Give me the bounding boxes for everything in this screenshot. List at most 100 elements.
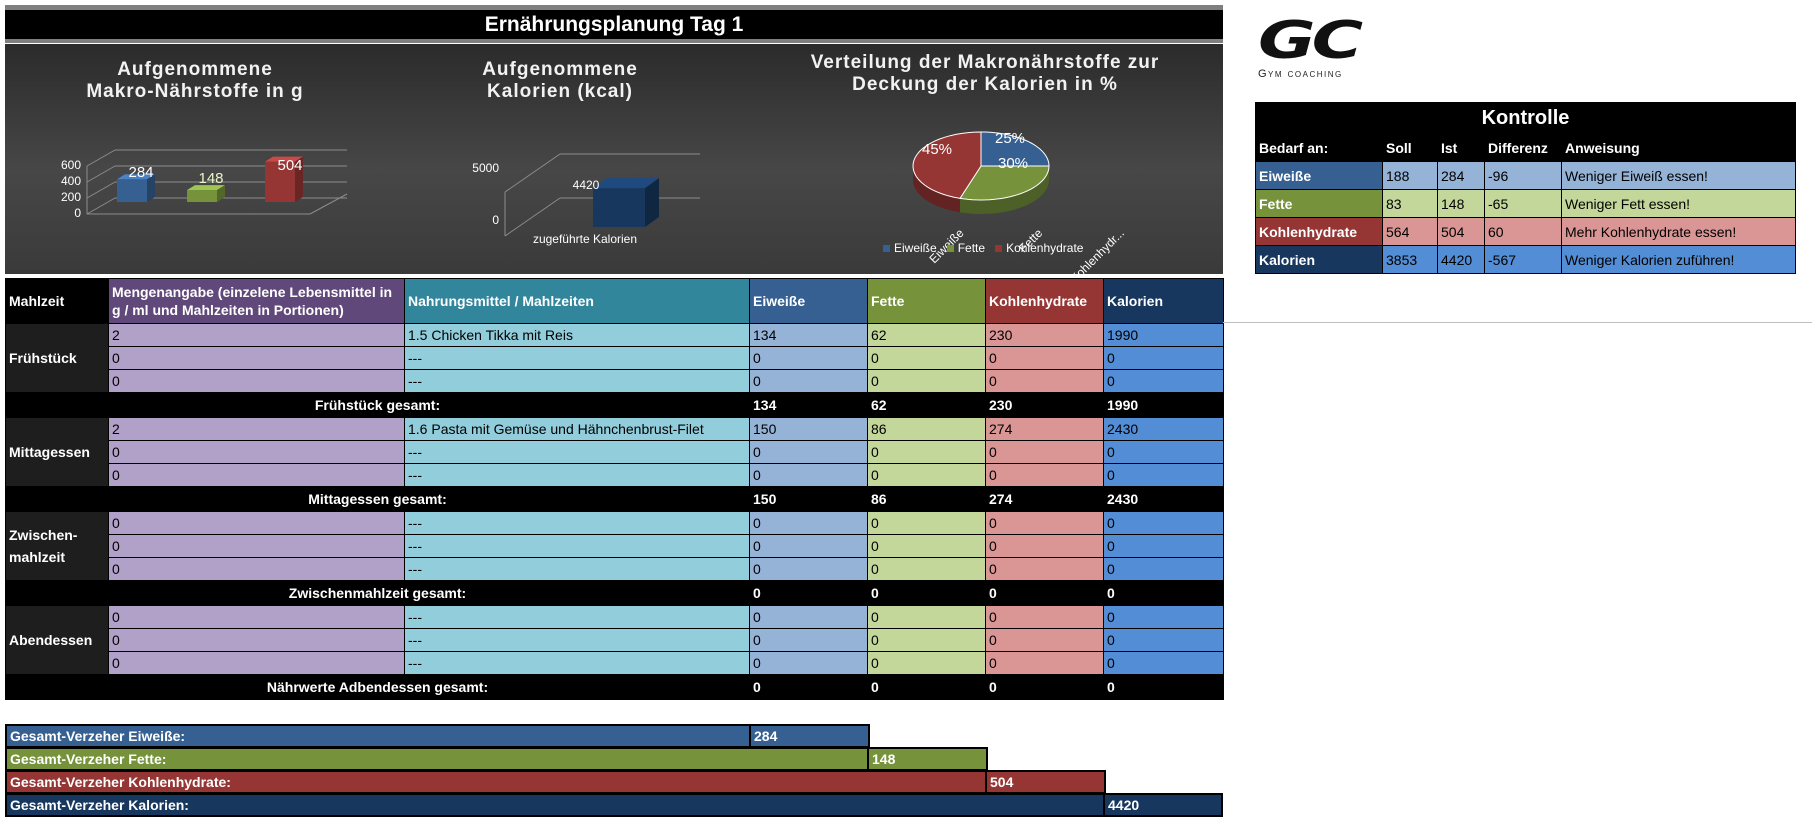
section-total-label: Zwischenmahlzeit gesamt: [5,580,750,606]
fat-cell: 0 [867,534,986,558]
macro-chart-grid [86,149,348,215]
calories-bar-side [645,178,659,227]
quantity-cell[interactable]: 0 [108,534,405,558]
section-total-row: Nährwerte Adbendessen gesamt: 0 0 0 0 [5,674,1224,700]
pie-legend-item: Eiweiße [883,241,937,255]
pie-chart [912,131,1050,214]
logo-mark: GC [1258,11,1363,71]
food-cell[interactable]: 1.5 Chicken Tikka mit Reis [404,323,750,347]
total-protein-value: 284 [749,724,870,748]
table-row: 0 --- 0 0 0 0 [6,463,1224,487]
quantity-cell[interactable]: 0 [108,628,405,652]
divider-line [1223,322,1812,323]
section-total-kcal: 0 [1103,580,1224,606]
food-cell[interactable]: --- [404,534,750,558]
table-row: 0 --- 0 0 0 0 [6,369,1224,393]
kontrolle-row: Eiweiße 188 284 -96 Weniger Eiweiß essen! [1255,161,1797,190]
macro-tick: 400 [60,174,81,188]
pie-label-carbs: 45% [921,141,953,158]
total-calories-label: Gesamt-Verzeher Kalorien: [10,797,189,813]
protein-cell: 0 [749,369,868,393]
food-cell[interactable]: --- [404,605,750,629]
section-total-kcal: 0 [1103,674,1224,700]
pie-label-protein: 25% [994,130,1026,147]
food-cell[interactable]: --- [404,463,750,487]
food-cell[interactable]: 1.6 Pasta mit Gemüse und Hähnchenbrust-F… [404,417,750,441]
food-cell[interactable]: --- [404,369,750,393]
quantity-cell[interactable]: 0 [108,511,405,535]
section-total-carbs: 230 [985,392,1104,418]
kontrolle-diff: 60 [1484,217,1562,246]
table-row: Zwischen-mahlzeit 0 --- 0 0 0 0 [5,511,1224,581]
kontrolle-header-row: Bedarf an: Soll Ist Differenz Anweisung [1255,133,1797,162]
header-calories: Kalorien [1103,278,1224,324]
quantity-cell[interactable]: 2 [108,417,405,441]
section-total-kcal: 2430 [1103,486,1224,512]
carbs-cell: 0 [985,511,1104,535]
kontrolle-name: Kalorien [1255,245,1383,274]
kontrolle-title: Kontrolle [1254,102,1797,134]
quantity-cell[interactable]: 0 [108,651,405,675]
protein-cell: 0 [749,440,868,464]
legend-label: Kohlenhydrate [1006,241,1084,255]
kontrolle-ist: 504 [1437,217,1485,246]
macro-bar-top [265,156,303,162]
total-carbs-value: 504 [985,770,1106,794]
carbs-cell: 274 [985,417,1104,441]
pie-chart-title: Verteilung der Makronährstoffe zur Decku… [775,52,1195,96]
food-cell[interactable]: --- [404,511,750,535]
food-cell[interactable]: --- [404,651,750,675]
table-row: Abendessen 0 --- 0 0 0 0 [5,605,1224,675]
kontrolle-soll: 188 [1382,161,1438,190]
kontrolle-row: Kohlenhydrate 564 504 60 Mehr Kohlenhydrate … [1255,217,1797,246]
macro-tick: 0 [74,206,81,220]
header-protein: Eiweiße [749,278,868,324]
kontrolle-instruction: Weniger Kalorien zuführen! [1560,245,1797,274]
kontrolle-header: Bedarf an: [1255,133,1383,162]
macro-category-label: Kohlenhydr... [1067,226,1127,286]
pie-legend-item: Fette [946,241,985,255]
section-total-carbs: 274 [985,486,1104,512]
calories-chart-grid [504,153,700,237]
food-cell[interactable]: --- [404,440,750,464]
food-cell[interactable]: --- [404,557,750,581]
kcal-cell: 0 [1103,369,1224,393]
meal-name: Abendessen [5,605,109,675]
kontrolle-table: Kontrolle Bedarf an: Soll Ist Differenz … [1254,102,1797,274]
header-carbs: Kohlenhydrate [985,278,1104,324]
section-total-label: Nährwerte Adbendessen gesamt: [5,674,750,700]
food-cell[interactable]: --- [404,628,750,652]
macro-bar-front [187,190,217,202]
carbs-cell: 0 [985,557,1104,581]
kontrolle-name: Fette [1255,189,1383,218]
macro-bar-front [265,161,295,202]
legend-label: Eiweiße [894,241,937,255]
fat-cell: 0 [867,605,986,629]
pie-slice-side [913,166,960,213]
quantity-cell[interactable]: 0 [108,605,405,629]
kcal-cell: 2430 [1103,417,1224,441]
section-total-fat: 0 [867,580,986,606]
food-cell[interactable]: --- [404,346,750,370]
quantity-cell[interactable]: 2 [108,323,405,347]
meal-name: Mittagessen [5,417,109,487]
kontrolle-name: Eiweiße [1255,161,1383,190]
quantity-cell[interactable]: 0 [108,463,405,487]
table-row: 0 --- 0 0 0 0 [6,651,1224,675]
header-quantity: Mengenangabe (einzelene Lebensmittel in … [108,278,405,324]
table-row: 0 --- 0 0 0 0 [6,346,1224,370]
kontrolle-soll: 83 [1382,189,1438,218]
fat-cell: 0 [867,651,986,675]
legend-swatch-icon [946,245,954,253]
quantity-cell[interactable]: 0 [108,369,405,393]
macro-bar-side [217,185,225,202]
charts-panel: Aufgenommene Makro-Nährstoffe in g 600 4… [5,44,1223,285]
table-row: Mittagessen 2 1.6 Pasta mit Gemüse und Häh… [5,417,1224,487]
carbs-cell: 0 [985,628,1104,652]
quantity-cell[interactable]: 0 [108,440,405,464]
quantity-cell[interactable]: 0 [108,557,405,581]
pie-chart-title-line2: Deckung der Kalorien in % [852,74,1118,95]
calories-bar-top [593,178,659,189]
kontrolle-title-row: Kontrolle [1254,102,1797,134]
quantity-cell[interactable]: 0 [108,346,405,370]
